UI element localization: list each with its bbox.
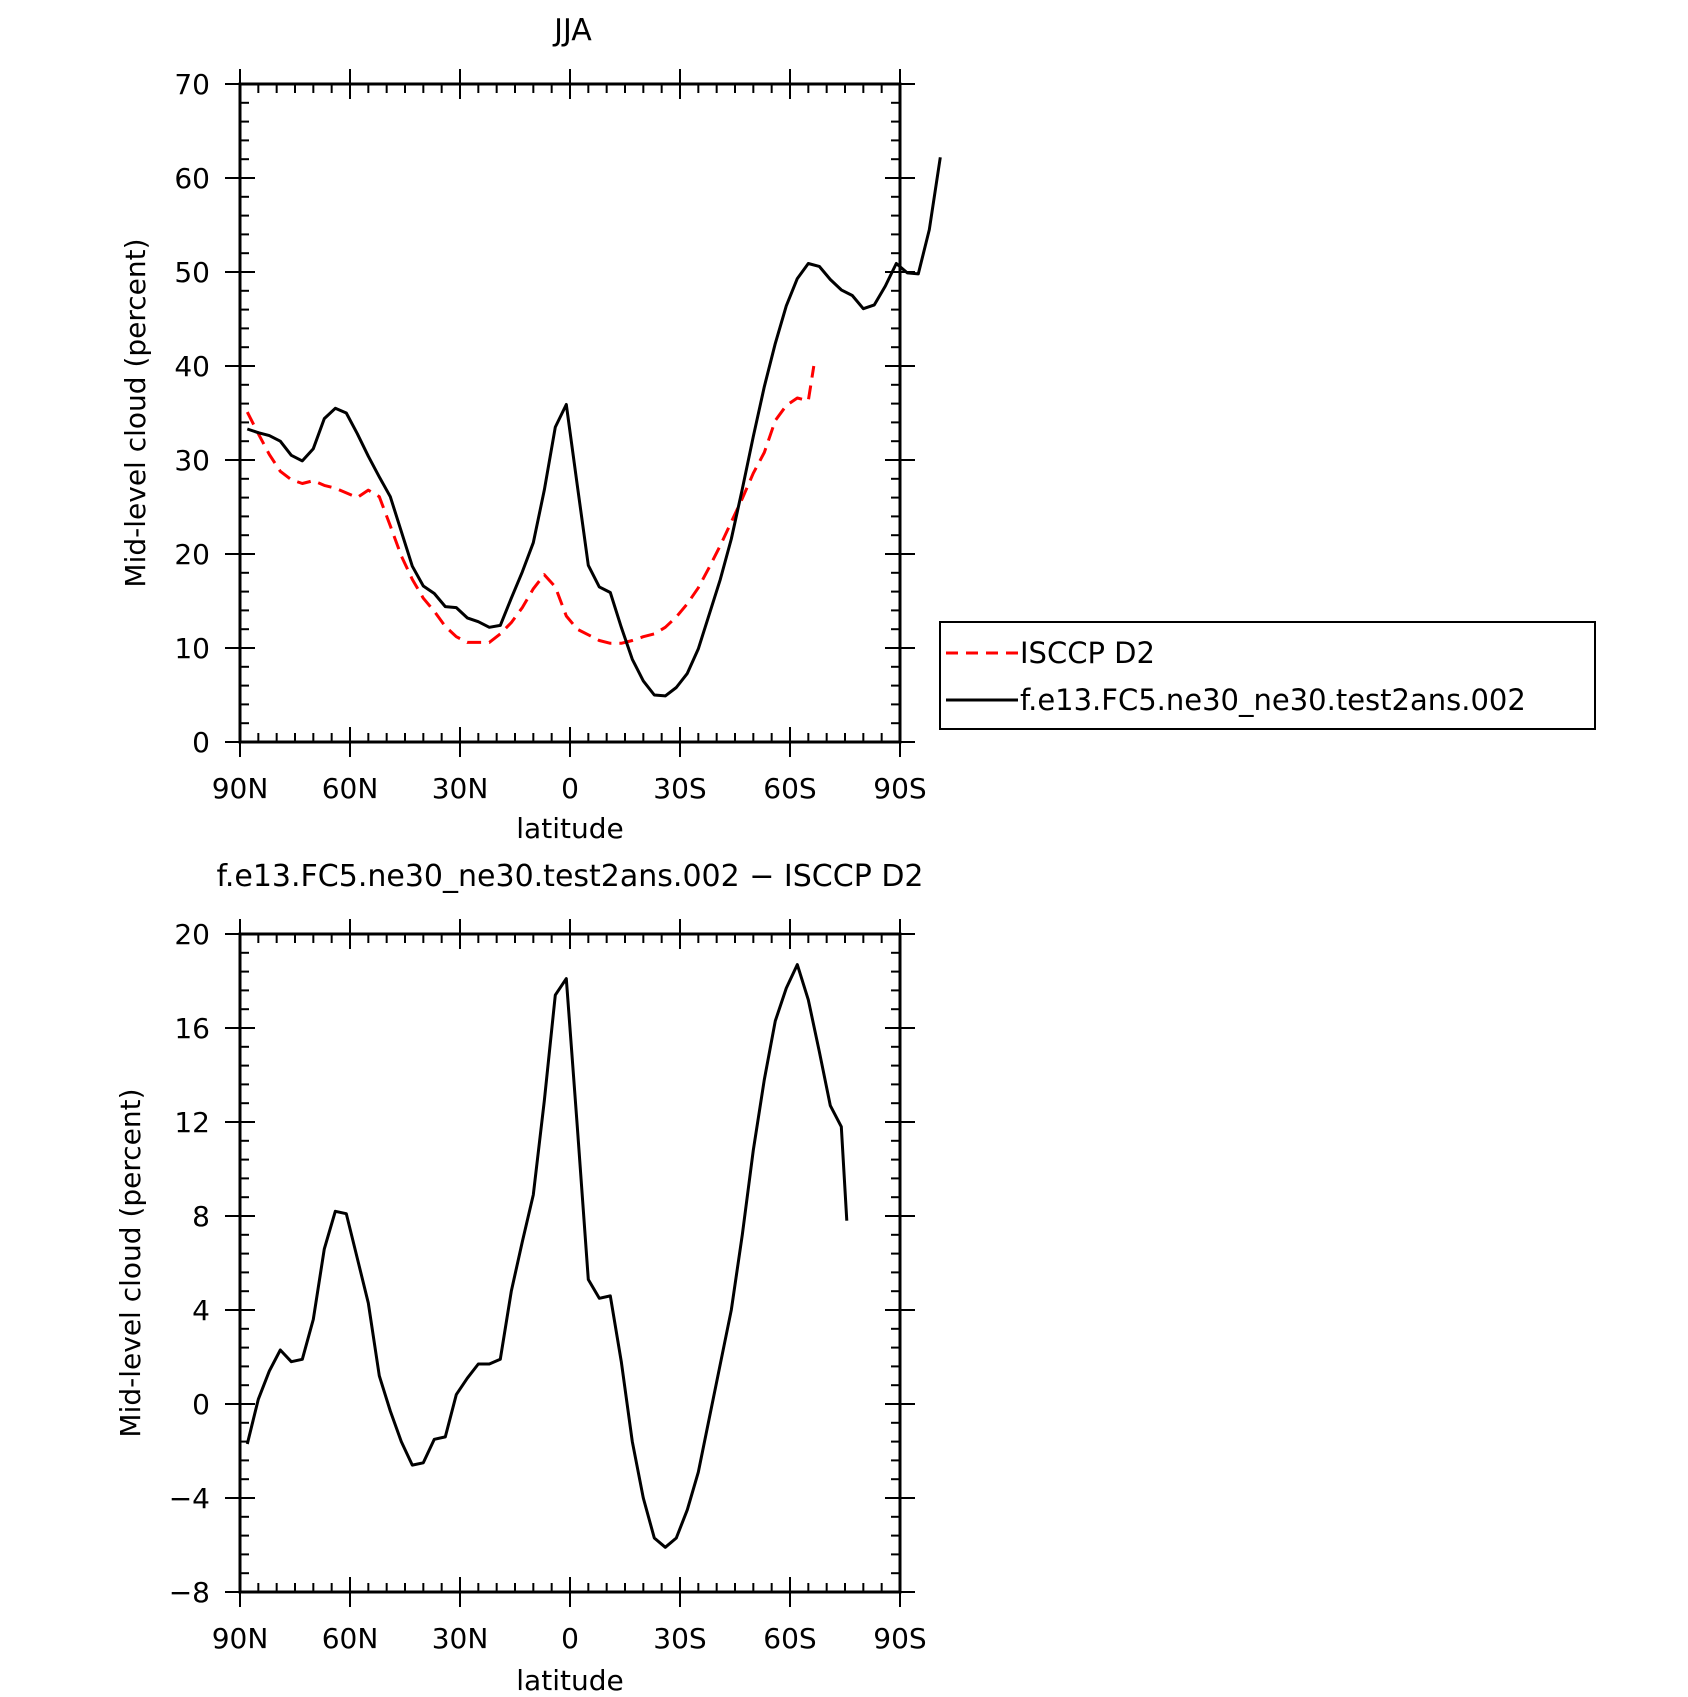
x-tick-label: 60N bbox=[322, 1622, 379, 1655]
bottom-x-axis-label: latitude bbox=[516, 1664, 623, 1697]
x-tick-label: 90N bbox=[212, 1622, 269, 1655]
bottom-y-axis-label: Mid-level cloud (percent) bbox=[114, 1088, 147, 1437]
x-tick-label: 0 bbox=[561, 772, 579, 805]
top-series-lines bbox=[245, 157, 942, 698]
bottom-series-lines bbox=[245, 963, 849, 1549]
y-tick-label: −4 bbox=[169, 1482, 210, 1515]
x-tick-label: 90N bbox=[212, 772, 269, 805]
y-tick-label: −8 bbox=[169, 1576, 210, 1609]
x-tick-label: 30S bbox=[653, 1622, 706, 1655]
legend-label-isccp: ISCCP D2 bbox=[1020, 636, 1155, 670]
series-line-model bbox=[246, 157, 942, 698]
series-line-isccp bbox=[245, 365, 816, 645]
top-y-axis-label: Mid-level cloud (percent) bbox=[119, 238, 152, 587]
y-tick-label: 60 bbox=[174, 162, 210, 195]
x-tick-label: 90S bbox=[873, 1622, 926, 1655]
top-chart-title: JJA bbox=[552, 13, 592, 48]
bottom-chart-panel: f.e13.FC5.ne30_ne30.test2ans.002 − ISCCP… bbox=[114, 859, 927, 1697]
x-tick-label: 0 bbox=[561, 1622, 579, 1655]
y-tick-label: 12 bbox=[174, 1106, 210, 1139]
x-tick-label: 60N bbox=[322, 772, 379, 805]
bottom-chart-title: f.e13.FC5.ne30_ne30.test2ans.002 − ISCCP… bbox=[216, 859, 923, 894]
y-tick-label: 8 bbox=[192, 1200, 210, 1233]
y-tick-label: 50 bbox=[174, 256, 210, 289]
legend-label-model: f.e13.FC5.ne30_ne30.test2ans.002 bbox=[1020, 683, 1526, 717]
y-tick-label: 20 bbox=[174, 538, 210, 571]
top-x-ticks: 90N 60N 30N 0 30S 60S 90S bbox=[212, 69, 927, 805]
x-tick-label: 60S bbox=[763, 1622, 816, 1655]
series-line-model bbox=[245, 963, 849, 1549]
bottom-x-ticks: 90N 60N 30N 0 30S 60S 90S bbox=[212, 919, 927, 1655]
y-tick-label: 4 bbox=[192, 1294, 210, 1327]
legend: ISCCP D2 f.e13.FC5.ne30_ne30.test2ans.00… bbox=[939, 621, 1596, 730]
legend-box bbox=[939, 621, 1596, 730]
x-tick-label: 30N bbox=[432, 772, 489, 805]
x-tick-label: 60S bbox=[763, 772, 816, 805]
y-tick-label: 40 bbox=[174, 350, 210, 383]
y-tick-label: 70 bbox=[174, 68, 210, 101]
x-tick-label: 90S bbox=[873, 772, 926, 805]
y-tick-label: 0 bbox=[192, 726, 210, 759]
y-tick-label: 20 bbox=[174, 918, 210, 951]
top-x-axis-label: latitude bbox=[516, 812, 623, 845]
y-tick-label: 16 bbox=[174, 1012, 210, 1045]
top-y-ticks: 0 10 20 30 40 50 60 70 bbox=[174, 68, 915, 759]
y-tick-label: 10 bbox=[174, 632, 210, 665]
bottom-y-ticks: −8 −4 0 4 8 12 16 20 bbox=[169, 918, 915, 1609]
top-plot-frame bbox=[238, 82, 902, 744]
y-tick-label: 30 bbox=[174, 444, 210, 477]
x-tick-label: 30N bbox=[432, 1622, 489, 1655]
y-tick-label: 0 bbox=[192, 1388, 210, 1421]
x-tick-label: 30S bbox=[653, 772, 706, 805]
